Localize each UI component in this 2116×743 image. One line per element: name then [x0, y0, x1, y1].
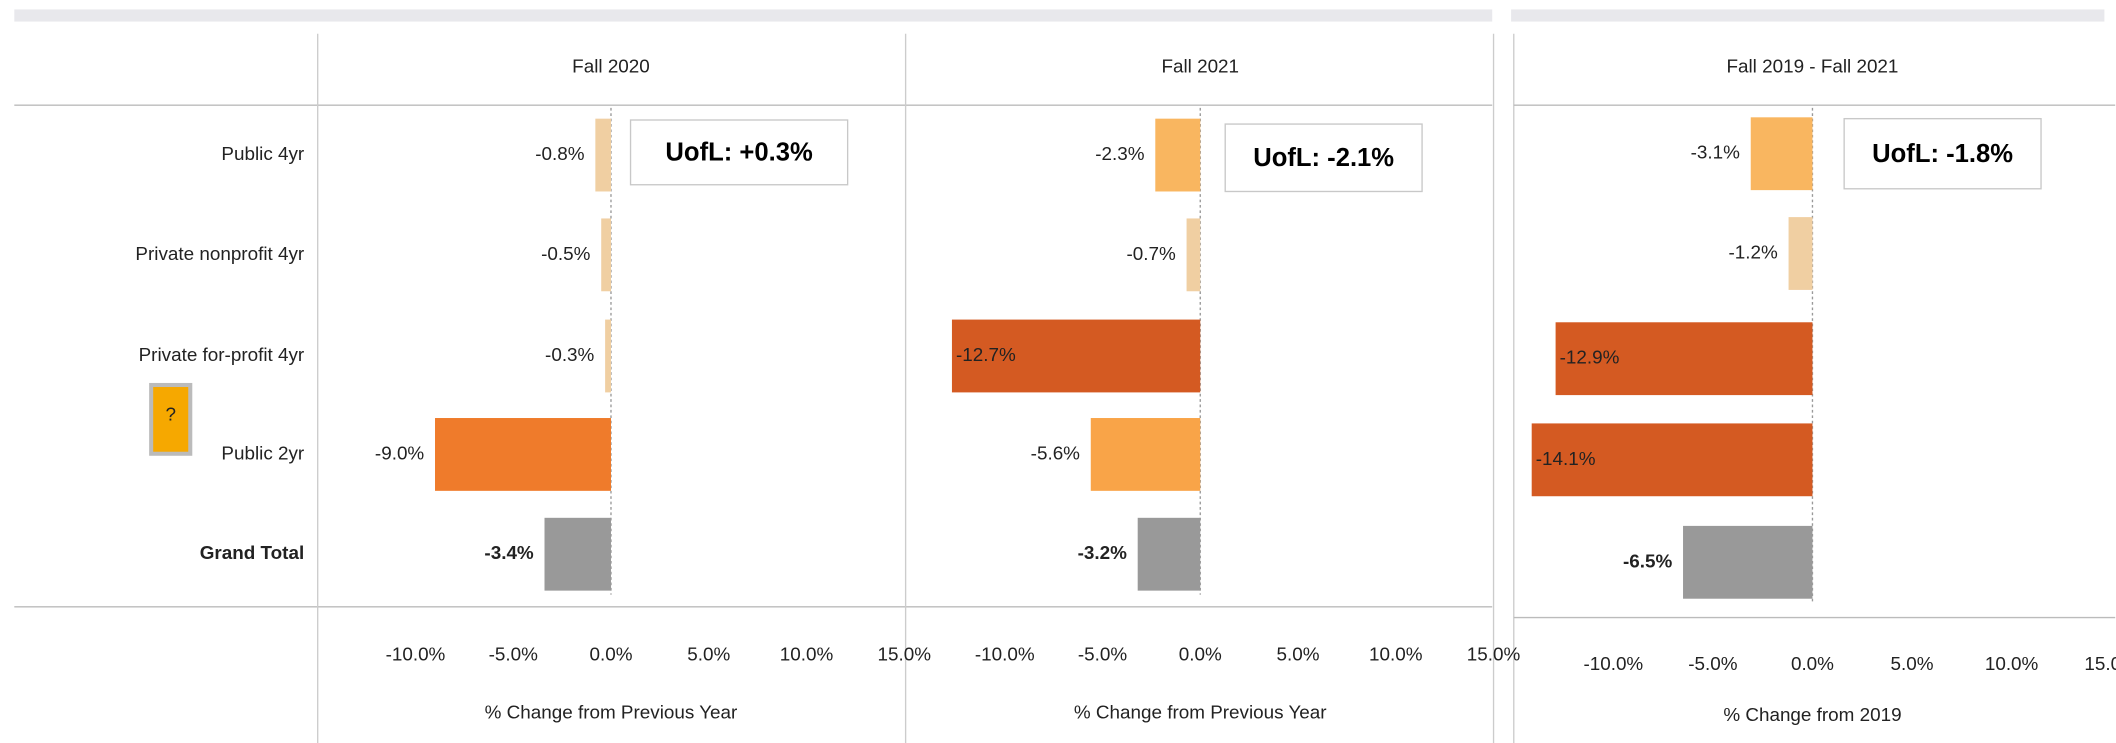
x-axis-label: % Change from Previous Year — [1074, 701, 1327, 722]
x-tick-label: -10.0% — [386, 643, 446, 664]
bar — [1186, 218, 1201, 292]
bar — [435, 418, 611, 491]
value-label: -3.4% — [484, 542, 533, 563]
bar — [1531, 423, 1813, 497]
x-axis-label: % Change from 2019 — [1723, 704, 1901, 725]
x-tick-label: 5.0% — [1277, 643, 1320, 664]
value-label: -0.7% — [1127, 243, 1176, 264]
x-tick-label: 10.0% — [1985, 653, 2039, 674]
annotation-box — [629, 119, 849, 186]
category-label: Public 4yr — [221, 143, 304, 164]
x-tick-label: 0.0% — [589, 643, 632, 664]
x-tick-label: 15.0% — [878, 643, 932, 664]
annotation: UofL: -2.1% — [1253, 144, 1394, 172]
annotation: UofL: -1.8% — [1872, 140, 2013, 168]
x-tick-label: -5.0% — [1078, 643, 1127, 664]
annotation-box — [1224, 123, 1423, 193]
value-label: -2.3% — [1095, 143, 1144, 164]
bar — [1683, 525, 1813, 599]
help-icon[interactable] — [153, 387, 189, 452]
value-label: -9.0% — [375, 442, 424, 463]
x-tick-label: 15.0% — [2084, 653, 2116, 674]
value-label: -5.6% — [1031, 442, 1080, 463]
bar — [1090, 418, 1201, 491]
panel-title: Fall 2020 — [572, 55, 650, 76]
category-label: Public 2yr — [221, 442, 304, 463]
bar — [605, 319, 611, 393]
x-tick-label: 0.0% — [1179, 643, 1222, 664]
panel-title: Fall 2019 - Fall 2021 — [1726, 55, 1898, 76]
value-label: -0.3% — [545, 344, 594, 365]
x-tick-label: 0.0% — [1791, 653, 1834, 674]
x-tick-label: 15.0% — [1467, 643, 1521, 664]
x-tick-label: -5.0% — [1688, 653, 1737, 674]
bar — [1750, 117, 1813, 191]
annotation-box — [1843, 117, 2042, 190]
value-label: -14.1% — [1536, 448, 1596, 469]
help-icon-mark[interactable]: ? — [165, 403, 176, 424]
x-axis-label: % Change from Previous Year — [485, 701, 738, 722]
bar — [1788, 217, 1813, 290]
bar — [951, 319, 1201, 393]
value-label: -6.5% — [1623, 550, 1672, 571]
bar — [601, 218, 611, 292]
x-tick-label: 10.0% — [780, 643, 834, 664]
bar — [595, 118, 611, 192]
x-tick-label: -5.0% — [489, 643, 538, 664]
bar — [544, 517, 611, 591]
bar — [1555, 322, 1813, 396]
category-label: Private nonprofit 4yr — [135, 243, 304, 264]
value-label: -3.1% — [1691, 142, 1740, 163]
top-bar — [1511, 9, 2105, 22]
category-label: Grand Total — [200, 542, 304, 563]
value-label: -12.7% — [956, 344, 1016, 365]
bar — [1137, 517, 1201, 591]
x-tick-label: 5.0% — [687, 643, 730, 664]
annotation: UofL: +0.3% — [665, 138, 813, 166]
x-tick-label: -10.0% — [1583, 653, 1643, 674]
category-label: Private for-profit 4yr — [139, 344, 305, 365]
bar — [1155, 118, 1201, 192]
x-tick-label: -10.0% — [975, 643, 1035, 664]
value-label: -0.8% — [535, 143, 584, 164]
value-label: -1.2% — [1728, 241, 1777, 262]
top-bar — [14, 9, 1493, 22]
x-tick-label: 10.0% — [1369, 643, 1423, 664]
panel-title: Fall 2021 — [1161, 55, 1239, 76]
value-label: -0.5% — [541, 243, 590, 264]
value-label: -3.2% — [1078, 542, 1127, 563]
x-tick-label: 5.0% — [1891, 653, 1934, 674]
value-label: -12.9% — [1560, 347, 1620, 368]
